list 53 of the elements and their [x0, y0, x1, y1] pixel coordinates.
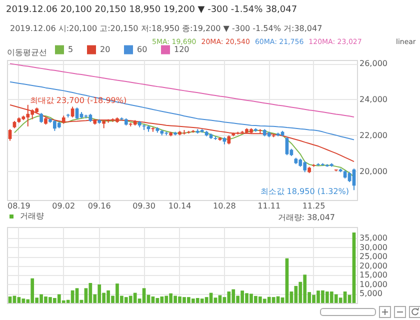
y-tick-label: 10,000	[360, 280, 388, 289]
bar	[218, 295, 222, 303]
bar	[272, 297, 276, 303]
y-tick-label: 20,000	[360, 261, 388, 270]
bar	[133, 292, 137, 303]
text: 2019.12.06 시:20,100 고:20,150 저:18,950 종:19,200 ▼ -300 -1.54% 거:38,047	[10, 24, 322, 33]
x-tick-label: 09.16	[88, 202, 111, 210]
line-series	[10, 104, 354, 162]
x-tick-label: 11.11	[258, 202, 281, 210]
bar	[200, 298, 204, 303]
text: 2019.12.06 20,100 20,150 18,950 19,200 ▼ -300 -1.54% 38,047	[6, 5, 298, 15]
bar	[156, 298, 160, 303]
y-tick-label: 22,000	[360, 130, 388, 140]
bar	[75, 288, 79, 303]
bar	[142, 288, 146, 303]
bar	[227, 292, 231, 303]
legend-label: 20	[100, 44, 110, 54]
legend-label: 거래량	[20, 212, 44, 220]
y-tick-label: 26,000	[360, 59, 388, 68]
y-tick-label: 20,000	[360, 166, 388, 176]
bar	[8, 296, 12, 303]
bar	[17, 297, 21, 303]
line-series	[10, 63, 354, 118]
text: 거래량: 38,047	[278, 213, 335, 222]
y-tick-label: 30,000	[360, 242, 388, 252]
legend-title: 이동평균선	[7, 48, 47, 57]
legend-label: 120	[174, 44, 190, 54]
candlestick	[75, 107, 79, 120]
bar	[352, 232, 356, 303]
x-tick-label: 11.25	[302, 202, 326, 210]
x-tick-label: 10.14	[168, 202, 192, 210]
y-tick-label: 15,000	[360, 270, 388, 280]
bar	[204, 297, 208, 303]
x-tick-label: 10.28	[212, 202, 236, 210]
y-tick-label: 35,000	[360, 234, 388, 243]
bar	[343, 292, 347, 303]
x-tick-label: 08.19	[7, 202, 30, 210]
x-tick-label: 09.30	[132, 202, 156, 210]
bar	[151, 296, 155, 303]
y-tick-label: 25,000	[360, 252, 388, 262]
y-tick-label: 5,000	[360, 289, 382, 298]
bar	[88, 282, 92, 303]
candlestick	[40, 112, 43, 124]
annotation: 최소값 18,950 (1.32%)	[260, 187, 349, 196]
y-tick-label: 24,000	[360, 94, 388, 104]
x-tick-label: 09.02	[52, 202, 76, 210]
bar	[22, 298, 26, 303]
bar	[160, 296, 164, 303]
line-series	[10, 81, 354, 140]
legend-label: 5	[68, 44, 74, 54]
candlestick	[8, 128, 12, 142]
bar	[294, 286, 298, 303]
legend-label: 60	[137, 44, 148, 54]
